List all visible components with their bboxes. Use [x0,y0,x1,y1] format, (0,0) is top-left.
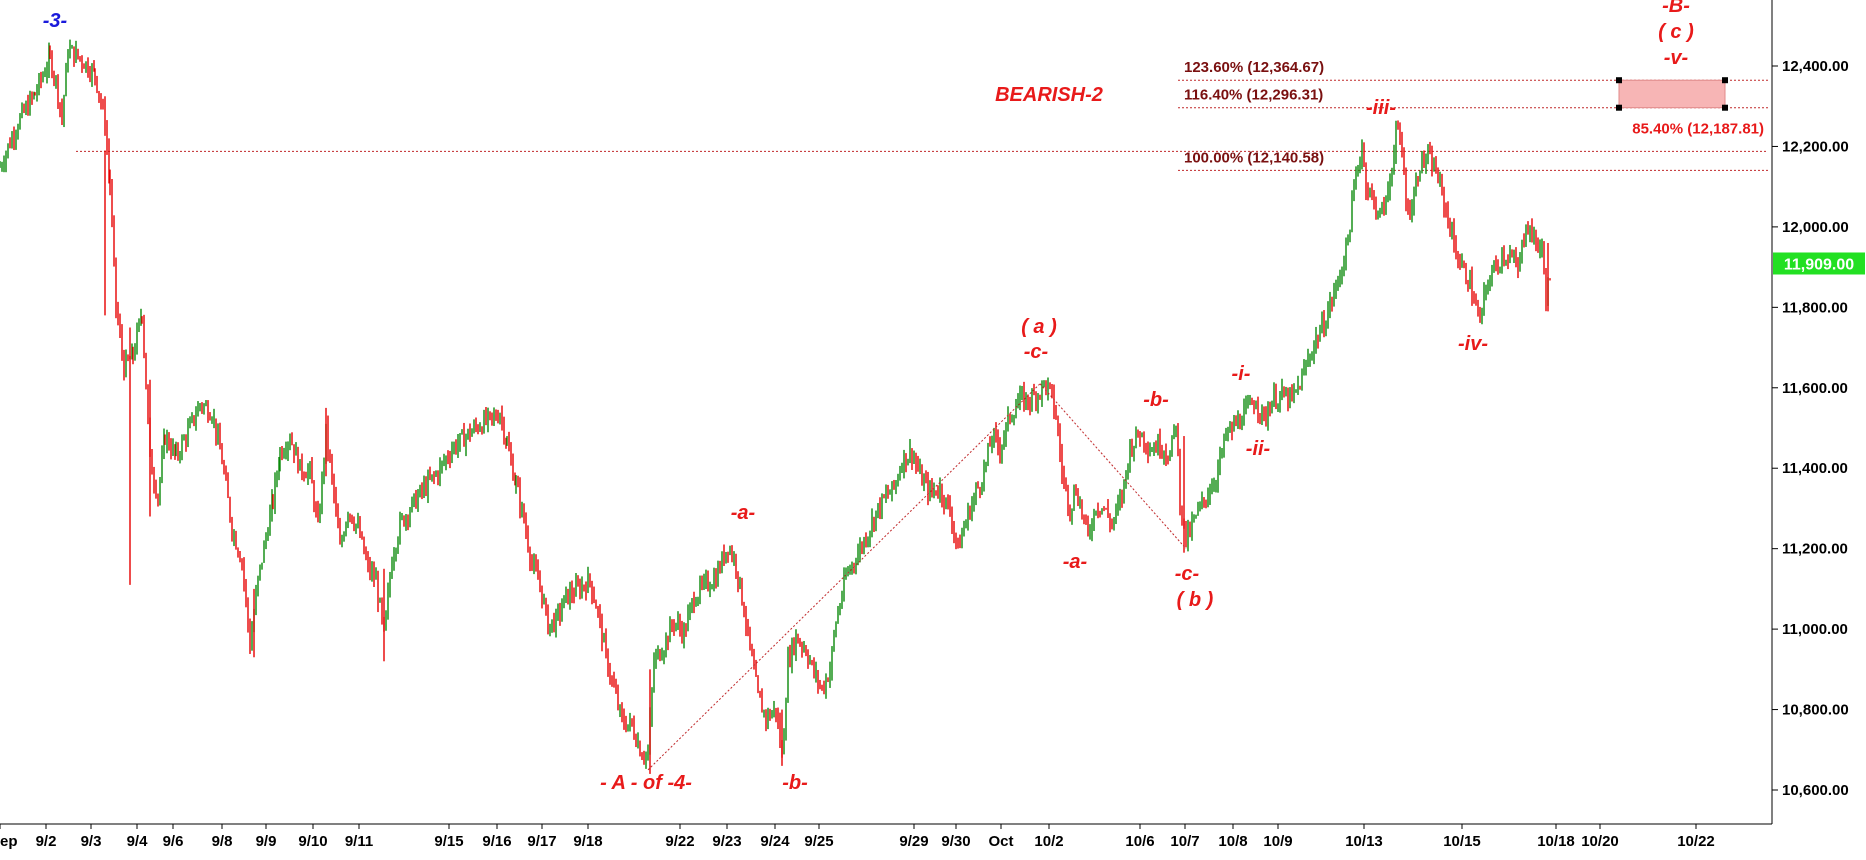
x-tick-label: 9/30 [941,833,970,850]
fibonacci-levels: 123.60% (12,364.67) 116.40% (12,296.31) 10… [76,59,1768,171]
wave-label: -a- [1063,551,1088,573]
wave-connector [1039,383,1187,549]
x-tick-label: 10/7 [1170,833,1199,850]
fib-label: 85.40% (12,187.81) [1632,120,1764,137]
current-price-tag: 11,909.00 [1773,252,1865,275]
y-tick-label: 12,200.00 [1782,138,1849,155]
wave-label: -b- [1143,389,1169,411]
wave-label: -iv- [1458,333,1488,355]
wave-label: -B- [1662,0,1690,17]
target-zone-box [1618,79,1726,109]
price-tag-box [1773,252,1865,275]
x-tick-label: 9/18 [573,833,602,850]
fib-label: 100.00% (12,140.58) [1184,149,1324,166]
wave-label: -b- [782,772,808,794]
wave-label: -i- [1232,363,1251,385]
wave-label: -3- [43,10,68,32]
wave-label: ( c ) [1658,21,1694,43]
y-tick-label: 11,400.00 [1782,460,1848,477]
x-tick-label: 9/24 [760,833,790,850]
x-tick-label: 10/8 [1218,833,1247,850]
wave-label: -c- [1175,563,1200,585]
wave-label: -v- [1664,47,1689,69]
y-tick-label: 11,600.00 [1782,380,1848,397]
x-tick-label: ep [0,833,18,850]
zone-handle [1722,104,1728,111]
wave-label: -iii- [1366,97,1396,119]
x-tick-label: 9/2 [36,833,57,850]
zone-handle [1722,77,1728,84]
price-bars [0,39,1551,774]
x-axis: ep 9/2 9/3 9/4 9/6 9/8 9/9 9/10 9/11 9/15 9/16 9/17… [0,823,1772,850]
wave-label: -a- [731,502,756,524]
target-zone [1616,77,1728,111]
fib-label: 123.60% (12,364.67) [1184,59,1324,76]
x-tick-label: 10/20 [1581,833,1619,850]
x-tick-label: 9/9 [256,833,277,850]
x-tick-label: 10/18 [1537,833,1575,850]
wave-label: - A - of -4- [600,772,692,794]
x-tick-label: 10/2 [1034,833,1063,850]
y-tick-label: 12,400.00 [1782,58,1849,75]
wave-label: -c- [1024,341,1049,363]
price-tag-label: 11,909.00 [1784,256,1854,273]
wave-connector-lines [647,383,1187,771]
y-axis: 10,600.00 10,800.00 11,000.00 11,200.00 11,4… [1771,0,1849,824]
y-tick-label: 10,600.00 [1782,782,1849,799]
x-tick-label: 9/3 [81,833,102,850]
x-tick-label: 10/13 [1345,833,1383,850]
x-tick-label: 10/6 [1125,833,1154,850]
x-tick-label: 10/15 [1443,833,1481,850]
y-tick-label: 12,000.00 [1782,219,1849,236]
y-tick-label: 10,800.00 [1782,702,1849,719]
x-tick-label: 9/29 [899,833,928,850]
wave-label: -ii- [1246,438,1271,460]
x-tick-label: 9/22 [665,833,694,850]
wave-annotations: -3- - A - of -4- -a- -b- ( a ) -c- -a- -b- -c- ( … [43,0,1694,794]
x-tick-label: 9/6 [163,833,184,850]
x-tick-label: 9/10 [298,833,327,850]
wave-label: BEARISH-2 [995,84,1103,106]
x-tick-label: 9/25 [804,833,833,850]
fib-label: 116.40% (12,296.31) [1184,87,1323,104]
x-tick-label: 9/23 [712,833,741,850]
y-tick-label: 11,200.00 [1782,541,1848,558]
y-tick-label: 11,800.00 [1782,299,1848,316]
wave-label: ( b ) [1177,589,1214,611]
x-tick-label: 10/22 [1677,833,1715,850]
zone-handle [1616,104,1622,111]
x-tick-label: 10/9 [1263,833,1292,850]
x-tick-label: 9/15 [434,833,463,850]
x-tick-label: 9/4 [127,833,149,850]
y-tick-label: 11,000.00 [1782,621,1848,638]
x-tick-label: 9/16 [482,833,511,850]
x-tick-label: 9/11 [345,833,373,850]
zone-handle [1616,77,1622,84]
x-tick-label: 9/8 [212,833,233,850]
wave-label: ( a ) [1021,316,1057,338]
x-tick-label: Oct [988,833,1013,850]
x-tick-label: 9/17 [527,833,556,850]
